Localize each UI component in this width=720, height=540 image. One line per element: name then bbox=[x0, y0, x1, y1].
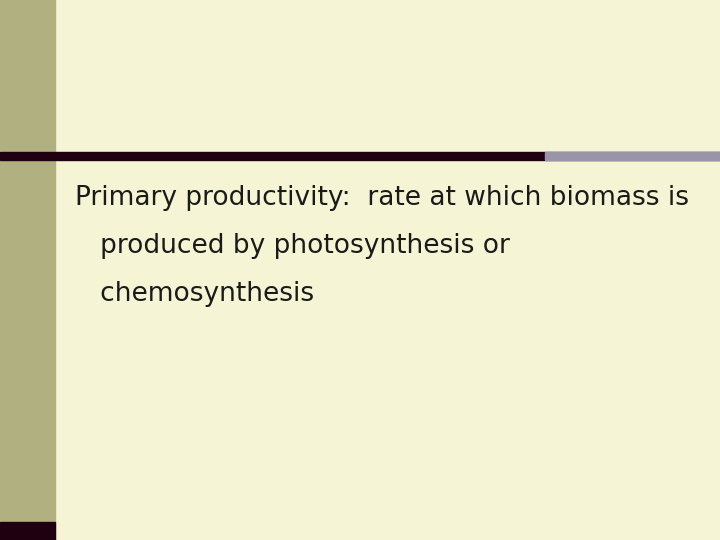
Text: produced by photosynthesis or: produced by photosynthesis or bbox=[75, 233, 510, 259]
Text: chemosynthesis: chemosynthesis bbox=[75, 281, 314, 307]
Bar bbox=[545, 152, 720, 160]
Bar bbox=[0, 152, 720, 160]
Bar bbox=[0, 522, 55, 540]
Bar bbox=[0, 0, 55, 540]
Text: Primary productivity:  rate at which biomass is: Primary productivity: rate at which biom… bbox=[75, 185, 689, 211]
